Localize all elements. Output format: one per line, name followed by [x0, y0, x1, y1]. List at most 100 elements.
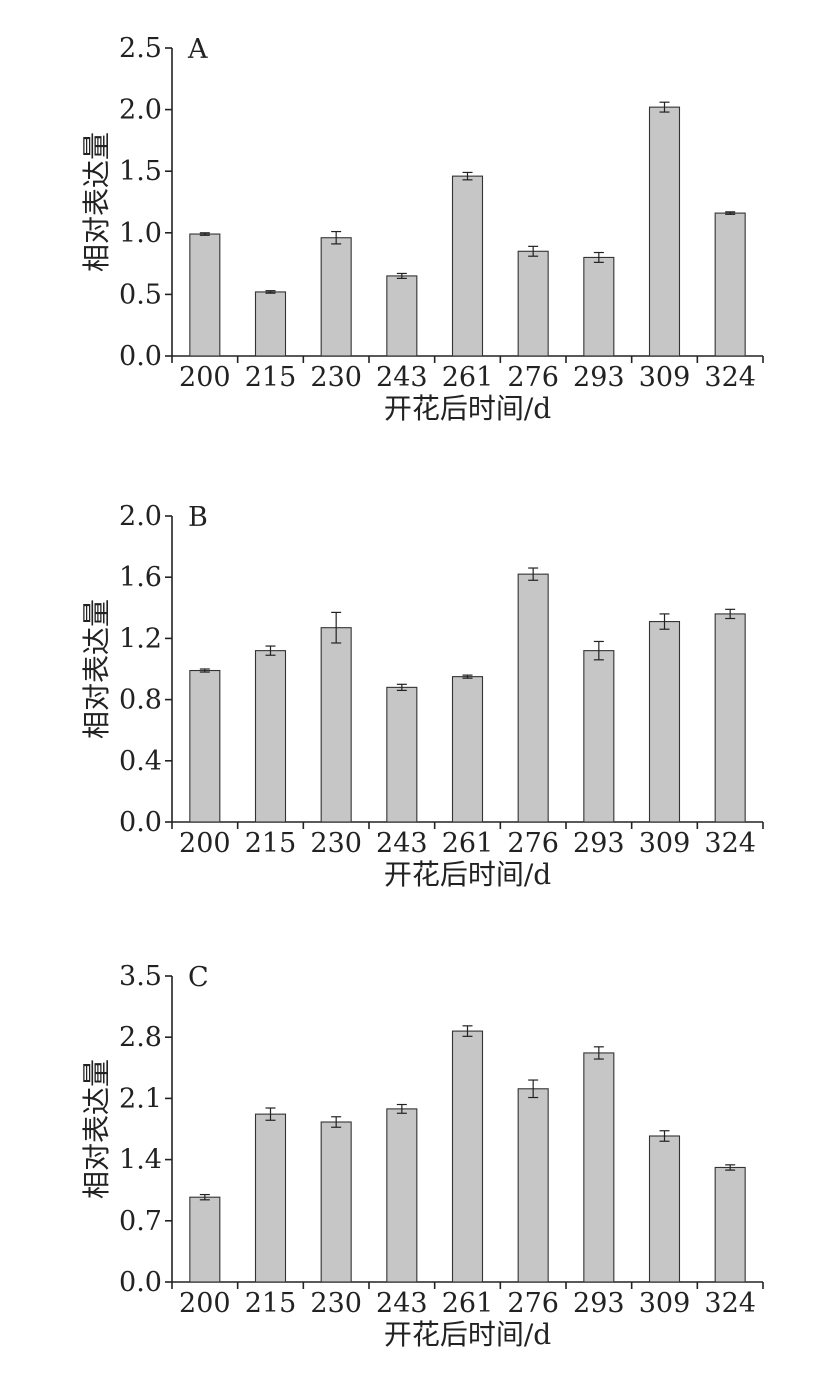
x-tick-label: 215 [245, 828, 297, 859]
x-axis-title: 开花后时间/d [384, 392, 551, 425]
error-bar-324 [725, 1164, 736, 1171]
x-tick-label: 293 [573, 1288, 625, 1319]
y-tick-label: 2.0 [119, 501, 162, 532]
bar-293 [583, 256, 615, 357]
bar-309 [648, 621, 681, 823]
x-tick-label: 243 [376, 1288, 428, 1319]
x-tick-label: 215 [245, 362, 297, 393]
y-tick-label: 0.7 [119, 1206, 162, 1237]
x-tick-label: 261 [442, 828, 494, 859]
y-tick-label: 1.2 [119, 623, 162, 654]
y-tick-label: 0.0 [119, 1267, 162, 1298]
error-bar-243 [396, 683, 407, 692]
bar-309 [648, 1135, 681, 1283]
bar-215 [254, 291, 287, 357]
bar-200 [189, 1196, 221, 1283]
x-tick-label: 309 [639, 362, 691, 393]
error-bar-309 [659, 101, 670, 113]
y-axis-title: 相对表达量 [80, 599, 113, 739]
bar-261 [451, 676, 484, 823]
x-tick-label: 243 [376, 828, 428, 859]
x-tick-label: 230 [310, 828, 362, 859]
bar-324 [714, 1166, 746, 1283]
bar-293 [583, 1052, 615, 1283]
bar-230 [320, 237, 352, 357]
x-tick-label: 261 [442, 362, 494, 393]
y-tick-label: 2.5 [119, 33, 162, 64]
x-tick-label: 276 [507, 362, 559, 393]
bar-200 [189, 233, 221, 357]
bar-243 [386, 1108, 418, 1283]
bar-276 [517, 250, 549, 357]
y-tick-label: 0.5 [119, 279, 162, 310]
bar-215 [254, 650, 287, 823]
error-bar-261 [462, 674, 473, 679]
x-tick-label: 230 [310, 1288, 362, 1319]
y-axis-title: 相对表达量 [80, 1059, 113, 1199]
y-tick-label: 1.6 [119, 562, 162, 593]
x-tick-label: 324 [704, 362, 756, 393]
error-bar-243 [396, 1103, 407, 1114]
error-bar-276 [528, 567, 539, 581]
y-axis-title: 相对表达量 [80, 132, 113, 272]
x-tick-label: 324 [704, 1288, 756, 1319]
x-tick-label: 200 [179, 1288, 231, 1319]
bar-276 [517, 1088, 549, 1283]
error-bar-230 [331, 230, 342, 245]
bar-293 [583, 650, 615, 823]
y-tick-label: 1.4 [119, 1145, 162, 1176]
bar-243 [386, 275, 418, 357]
x-tick-label: 324 [704, 828, 756, 859]
x-tick-label: 276 [507, 1288, 559, 1319]
error-bar-261 [462, 1025, 473, 1037]
error-bar-276 [528, 1079, 539, 1099]
x-axis-title: 开花后时间/d [384, 1318, 551, 1351]
error-bar-309 [659, 613, 670, 630]
bar-324 [714, 212, 746, 357]
bar-276 [517, 573, 549, 823]
panel-label: C [188, 962, 209, 993]
x-tick-label: 261 [442, 1288, 494, 1319]
y-tick-label: 0.0 [119, 807, 162, 838]
x-tick-label: 293 [573, 362, 625, 393]
bar-230 [320, 627, 352, 823]
x-tick-label: 276 [507, 828, 559, 859]
y-tick-label: 0.0 [119, 341, 162, 372]
error-bar-200 [199, 668, 210, 673]
bar-215 [254, 1113, 287, 1283]
error-bar-293 [593, 640, 604, 661]
x-axis-title: 开花后时间/d [384, 858, 551, 891]
x-tick-label: 200 [179, 362, 231, 393]
bar-261 [451, 1030, 484, 1283]
error-bar-293 [593, 1046, 604, 1060]
bar-230 [320, 1121, 352, 1283]
chart-panel-b: 0.0 0.4 0.8 1.2 1.6 2.0 200 215 230 243 261 276 293 3… [80, 501, 764, 891]
y-tick-label: 1.5 [119, 156, 162, 187]
error-bar-243 [396, 272, 407, 279]
error-bar-293 [593, 251, 604, 263]
y-tick-label: 0.8 [119, 685, 162, 716]
x-tick-label: 200 [179, 828, 231, 859]
error-bar-230 [331, 611, 342, 644]
error-bar-309 [659, 1130, 670, 1142]
error-bar-215 [265, 1107, 276, 1121]
bar-309 [648, 106, 681, 357]
bar-324 [714, 613, 746, 823]
y-tick-label: 3.5 [119, 961, 162, 992]
panel-label: A [187, 34, 208, 65]
x-tick-label: 309 [639, 828, 691, 859]
error-bar-324 [725, 211, 736, 215]
y-tick-label: 1.0 [119, 218, 162, 249]
y-tick-label: 2.0 [119, 95, 162, 126]
bar-261 [451, 175, 484, 357]
y-tick-label: 2.8 [119, 1022, 162, 1053]
error-bar-276 [528, 245, 539, 257]
error-bar-261 [462, 171, 473, 181]
x-tick-label: 215 [245, 1288, 297, 1319]
chart-panel-c: 0.0 0.7 1.4 2.1 2.8 3.5 200 215 230 243 261 276 293 3… [80, 961, 764, 1351]
error-bar-324 [725, 608, 736, 620]
chart-panel-a: 0.0 0.5 1.0 1.5 2.0 2.5 200 215 230 243 261 276 293 3… [80, 33, 764, 425]
error-bar-215 [265, 645, 276, 656]
x-tick-label: 293 [573, 828, 625, 859]
